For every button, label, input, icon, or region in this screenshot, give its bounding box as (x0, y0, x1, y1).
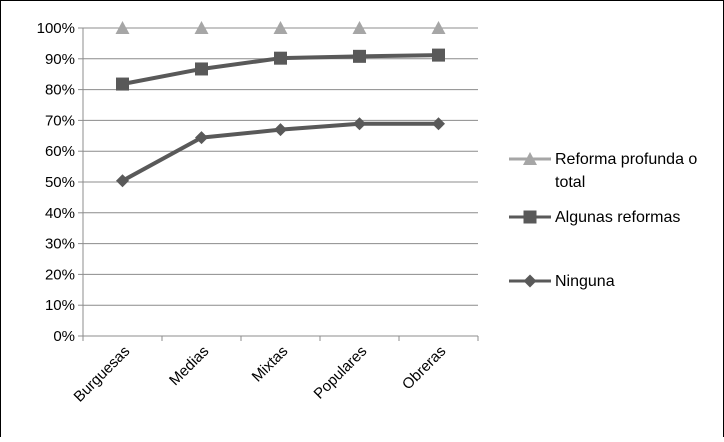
y-tick-label: 20% (45, 266, 75, 283)
data-point-reforma-profunda-o-total (194, 21, 209, 34)
data-point-reforma-profunda-o-total (352, 21, 367, 34)
x-tick-label-mixtas: Mixtas (249, 343, 292, 386)
y-tick-label: 50% (45, 174, 75, 191)
data-point-reforma-profunda-o-total (431, 21, 446, 34)
y-tick-label: 40% (45, 205, 75, 222)
data-point-algunas-reformas (195, 62, 208, 76)
data-point-algunas-reformas (353, 49, 366, 63)
y-tick-label: 10% (45, 297, 75, 314)
y-tick-label: 100% (37, 20, 75, 37)
y-tick-labels: 0% 10% 20% 30% 40% 50% 60% 70% 80% 90% 100% (37, 20, 75, 345)
data-point-reforma-profunda-o-total (115, 21, 130, 34)
y-tick-label: 80% (45, 82, 75, 99)
legend-swatch-marker (523, 210, 537, 224)
y-tick-label: 70% (45, 112, 75, 129)
data-point-algunas-reformas (274, 51, 287, 65)
series-reforma-profunda-o-total (115, 21, 446, 34)
data-point-ninguna (353, 117, 366, 131)
data-point-algunas-reformas (116, 77, 129, 91)
x-tick-labels: Burguesas Medias Mixtas Populares Obreras (71, 343, 450, 406)
legend-item-algunas-reformas: Algunas reformas (509, 209, 680, 226)
data-point-algunas-reformas (432, 48, 445, 62)
legend-label: Reforma profunda o (555, 151, 697, 168)
data-point-ninguna (195, 131, 208, 145)
legend-item-ninguna: Ninguna (509, 273, 615, 290)
grid-lines (83, 27, 478, 306)
y-tick-label: 90% (45, 51, 75, 68)
series-lines (115, 21, 446, 188)
legend-label: Ninguna (555, 273, 615, 290)
data-point-ninguna (116, 174, 129, 188)
y-tick-label: 60% (45, 143, 75, 160)
legend-item-reforma-profunda-o-total: Reforma profunda o total (509, 151, 697, 191)
legend: Reforma profunda o total Algunas reformas N… (509, 151, 697, 290)
x-tick-label-obreras: Obreras (399, 343, 449, 393)
legend-label-cont: total (555, 174, 585, 191)
legend-swatch-marker (523, 152, 537, 165)
series-algunas-reformas (116, 48, 445, 91)
x-tick-label-burguesas: Burguesas (71, 343, 134, 406)
data-point-ninguna (274, 123, 287, 137)
legend-label: Algunas reformas (555, 209, 680, 226)
series-ninguna (116, 117, 445, 188)
data-point-ninguna (432, 117, 445, 131)
legend-swatch-marker (523, 274, 537, 288)
x-tick-label-medias: Medias (166, 343, 212, 389)
x-tick-label-populares: Populares (311, 343, 371, 403)
axes (78, 27, 479, 341)
data-point-reforma-profunda-o-total (273, 21, 288, 34)
y-tick-label: 30% (45, 236, 75, 253)
y-tick-label: 0% (53, 328, 75, 345)
